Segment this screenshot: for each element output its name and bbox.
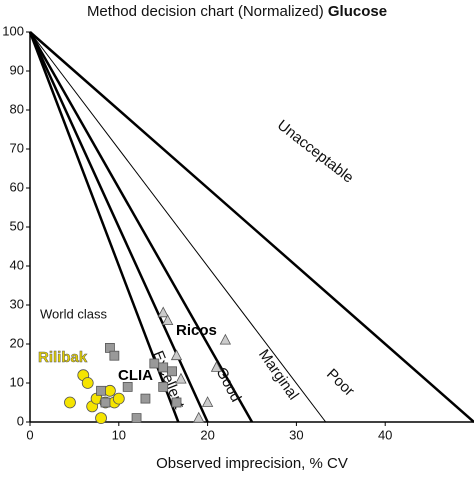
y-tick-label: 80 [10, 101, 24, 116]
y-tick-label: 70 [10, 140, 24, 155]
point [170, 349, 183, 361]
y-tick-label: 50 [10, 218, 24, 233]
x-tick-label: 0 [26, 427, 33, 442]
x-tick-label: 20 [200, 427, 214, 442]
point [161, 314, 174, 325]
point [81, 377, 94, 389]
point [95, 412, 107, 425]
y-tick-label: 0 [17, 413, 24, 428]
point [167, 366, 177, 377]
zone-label: Marginal [255, 346, 302, 403]
point [112, 392, 125, 405]
x-tick-label: 40 [378, 427, 392, 442]
point [193, 411, 205, 423]
point [104, 384, 116, 397]
chart-title: Method decision chart (Normalized) Gluco… [87, 3, 387, 20]
point [140, 393, 151, 404]
point [122, 381, 133, 392]
decision-line [28, 31, 254, 423]
x-tick-label: 30 [289, 427, 303, 442]
point [64, 396, 76, 409]
point [175, 372, 187, 384]
series-label: Ricos [176, 322, 217, 339]
decision-line [29, 31, 327, 423]
point [210, 361, 223, 372]
y-tick-label: 60 [10, 179, 24, 194]
point [96, 385, 106, 396]
zone-label: World class [40, 306, 107, 321]
x-tick-label: 10 [112, 427, 126, 442]
decision-line [28, 31, 180, 423]
x-axis-label: Observed imprecision, % CV [156, 455, 348, 472]
point [100, 397, 111, 408]
series-label: CLIA [118, 367, 153, 384]
point [158, 381, 169, 392]
series-label: Rilibak [38, 349, 88, 366]
point [109, 350, 120, 361]
y-tick-label: 100 [2, 23, 24, 38]
y-tick-label: 90 [10, 62, 24, 77]
point [131, 413, 142, 424]
y-tick-label: 10 [10, 374, 24, 389]
decision-line [29, 31, 474, 423]
point [157, 306, 169, 318]
y-tick-label: 20 [10, 335, 24, 350]
zone-label: Poor [323, 365, 358, 399]
point [219, 333, 232, 345]
point [158, 362, 169, 373]
y-tick-label: 30 [10, 296, 24, 311]
zone-label: Unacceptable [274, 117, 357, 187]
point [171, 397, 182, 408]
point [201, 396, 214, 407]
y-tick-label: 40 [10, 257, 24, 272]
